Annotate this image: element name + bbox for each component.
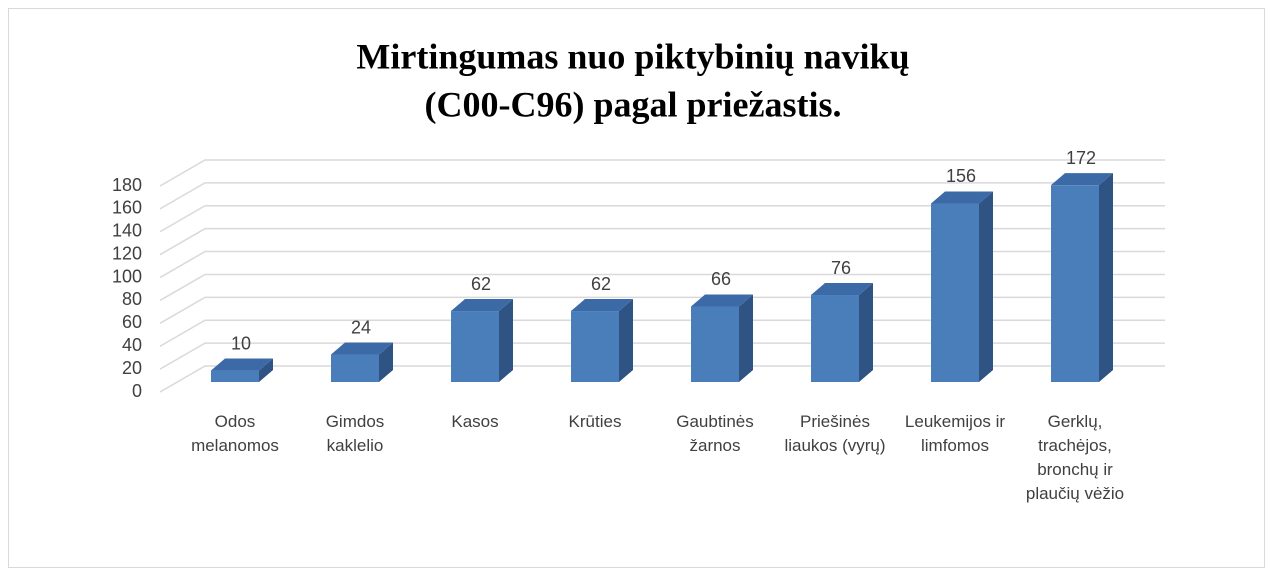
x-tick-label: Leukemijos ir limfomos <box>904 412 1006 455</box>
value-label: 10 <box>231 333 251 353</box>
bar <box>1051 173 1113 382</box>
bar-top <box>1051 173 1113 186</box>
y-tick-label: 160 <box>112 198 142 218</box>
bar-top <box>691 294 753 307</box>
value-label: 24 <box>351 317 371 337</box>
bar-front <box>331 354 379 382</box>
value-label: 172 <box>1066 148 1096 168</box>
bar <box>931 191 993 382</box>
bar-side <box>619 299 633 382</box>
bar-top <box>451 299 513 312</box>
bar-side <box>739 294 753 382</box>
x-tick-label: Krūties <box>568 412 622 431</box>
bar-top <box>571 299 633 312</box>
bar <box>211 358 273 382</box>
grid-line <box>159 319 1165 347</box>
y-tick-label: 140 <box>112 221 142 241</box>
grid-line <box>159 250 1165 279</box>
chart-title: Mirtingumas nuo piktybinių navikų <box>356 36 909 76</box>
bar-front <box>811 295 859 382</box>
y-tick-label: 80 <box>122 289 142 309</box>
x-tick-label: Odos melanomos <box>191 412 279 455</box>
chart-title: (C00-C96) pagal priežastis. <box>425 84 842 124</box>
y-tick-label: 20 <box>122 358 142 378</box>
x-tick-label: Priešinės liaukos (vyrų) <box>784 412 886 455</box>
bar-front <box>211 370 259 382</box>
bar-side <box>1099 173 1113 382</box>
bar <box>691 294 753 382</box>
bar-front <box>1051 185 1099 382</box>
bar-front <box>571 311 619 382</box>
x-tick-label: Gimdos kaklelio <box>325 412 385 455</box>
bar-front <box>451 311 499 382</box>
y-tick-label: 40 <box>122 335 142 355</box>
value-label: 156 <box>946 166 976 186</box>
bar <box>451 299 513 382</box>
grid-line <box>159 182 1165 210</box>
value-label: 76 <box>831 258 851 278</box>
bar <box>331 342 393 382</box>
bar-top <box>211 358 273 371</box>
value-label: 62 <box>591 274 611 294</box>
value-label: 66 <box>711 269 731 289</box>
x-tick-label: Gerklų, trachėjos, bronchų ir plaučių vė… <box>1025 412 1125 503</box>
grid-line <box>159 273 1165 302</box>
value-label: 62 <box>471 274 491 294</box>
y-tick-label: 120 <box>112 243 142 263</box>
grid-line <box>159 159 1165 187</box>
bar-side <box>259 358 273 382</box>
x-tick-label: Kasos <box>451 412 499 431</box>
bar-top <box>811 283 873 296</box>
bar-side <box>379 342 393 382</box>
y-tick-label: 60 <box>122 312 142 332</box>
bar-side <box>859 283 873 382</box>
bar-side <box>979 191 993 382</box>
bar-side <box>499 299 513 382</box>
bar <box>571 299 633 382</box>
grid-line <box>159 365 1165 393</box>
bar <box>811 283 873 382</box>
grid-line <box>159 205 1165 233</box>
y-tick-label: 180 <box>112 175 142 195</box>
bar-front <box>691 306 739 382</box>
bar-top <box>331 342 393 355</box>
x-tick-label: Gaubtinės žarnos <box>676 412 754 455</box>
y-tick-label: 100 <box>112 266 142 286</box>
chart-border <box>8 8 1265 568</box>
y-tick-label: 0 <box>132 381 142 401</box>
grid-line <box>159 342 1165 370</box>
grid-line <box>159 296 1165 324</box>
bar-front <box>931 203 979 382</box>
bar-top <box>931 191 993 204</box>
grid-line <box>159 227 1165 256</box>
